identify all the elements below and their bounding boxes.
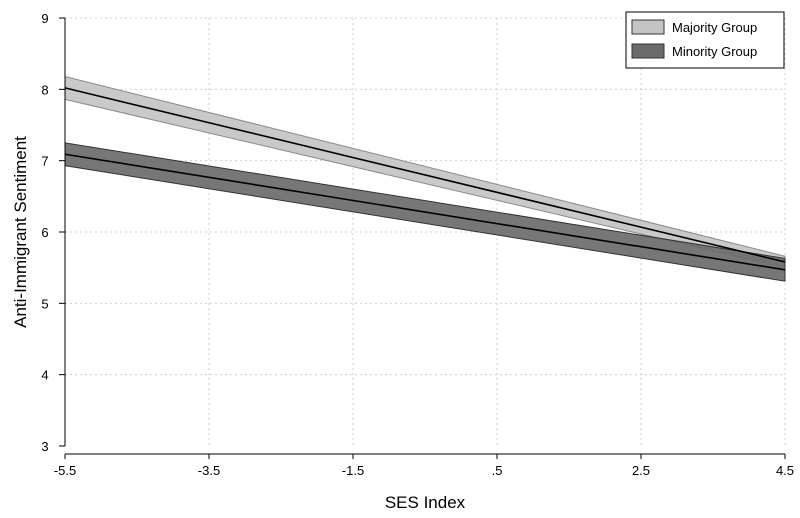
y-axis-title: Anti-Immigrant Sentiment [11,136,30,328]
y-tick-label: 5 [41,296,48,311]
y-ticks: 3 4 5 6 7 8 9 [41,11,65,454]
x-tick-label: -1.5 [342,463,364,478]
legend-label-minority-group: Minority Group [672,44,757,59]
x-axis-title: SES Index [385,493,466,512]
legend-swatch-majority-group [631,19,665,35]
x-tick-label: .5 [492,463,503,478]
legend: Majority Group Minority Group [625,11,785,69]
fit-line-minority-group [64,153,786,271]
legend-label-majority-group: Majority Group [672,20,757,35]
x-tick-label: 4.5 [776,463,794,478]
x-tick-label: -5.5 [54,463,76,478]
y-tick-label: 9 [41,11,48,26]
x-tick-label: -3.5 [198,463,220,478]
y-tick-label: 3 [41,439,48,454]
x-tick-label: 2.5 [632,463,650,478]
y-tick-label: 4 [41,368,48,383]
confidence-bands [64,75,786,282]
fit-line-majority-group [64,87,786,263]
y-tick-label: 7 [41,154,48,169]
x-ticks: -5.5 -3.5 -1.5 .5 2.5 4.5 [54,454,794,478]
legend-swatch-minority-group [631,43,665,59]
y-tick-label: 6 [41,225,48,240]
fit-lines [64,87,786,271]
y-tick-label: 8 [41,82,48,97]
